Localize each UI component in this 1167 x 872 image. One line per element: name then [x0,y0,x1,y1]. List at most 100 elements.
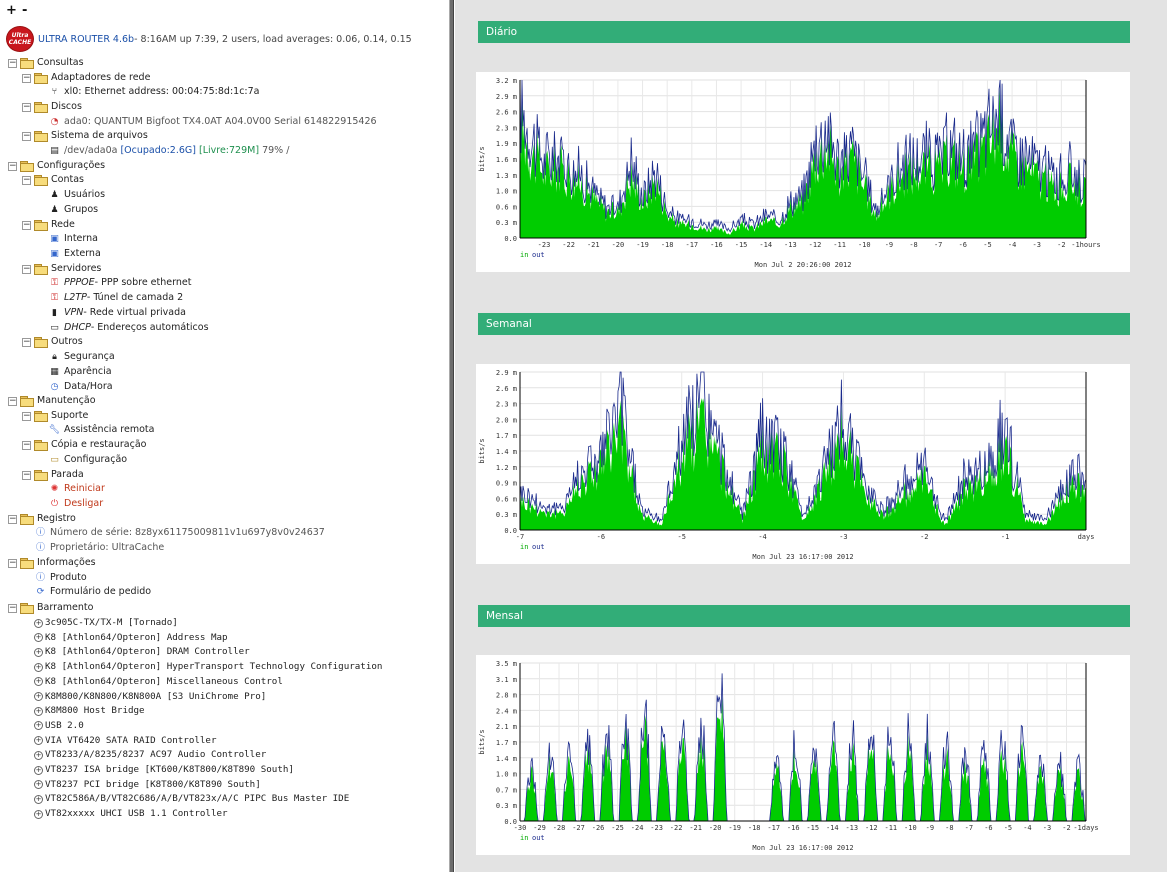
tree-leaf-configuracao[interactable]: ▭ Configuração [48,453,127,467]
bus-device-item[interactable]: + VIA VT6420 SATA RAID Controller [34,734,216,748]
x-tick-label: -20 [612,241,625,249]
tree-node-suporte[interactable]: − Suporte [22,410,89,422]
tree-leaf-pppoe[interactable]: ⚿ PPPOE - PPP sobre ethernet [48,276,191,290]
collapse-toggle[interactable]: − [22,439,31,450]
panel-splitter[interactable] [449,0,454,872]
x-tick-label: -18 [748,824,761,832]
group-icon: ♟ [50,205,59,215]
x-tick-label: -30 [514,824,527,832]
collapse-toggle[interactable]: − [22,336,31,347]
user-icon: ♟ [50,190,59,200]
tree-node-consultas[interactable]: − Consultas [8,57,84,69]
tree-leaf-dhcp[interactable]: ▭ DHCP - Endereços automáticos [48,321,208,335]
tree-leaf-filesystem[interactable]: ▤/dev/ada0a [Ocupado:2.6G] [Livre:729M] … [48,144,289,158]
bus-device-item[interactable]: + VT8233/A/8235/8237 AC97 Audio Controlle… [34,748,266,762]
collapse-toggle[interactable]: − [22,410,31,421]
collapse-toggle[interactable]: − [8,513,17,524]
bus-device-item[interactable]: + K8M800 Host Bridge [34,704,145,718]
bus-device-item[interactable]: + VT8237 PCI bridge [K8T800/K8T890 South] [34,778,261,792]
tree-node-copia[interactable]: − Cópia e restauração [22,439,147,451]
tree-leaf-produto[interactable]: ⓘ Produto [35,572,87,583]
collapse-toggle[interactable]: − [8,160,17,171]
collapse-toggle[interactable]: − [22,469,31,480]
x-tick-label: -1hours [1071,241,1101,249]
bus-device-item[interactable]: + K8 [Athlon64/Opteron] Miscellaneous Con… [34,675,283,689]
tree-leaf-seguranca[interactable]: 🔒︎ Segurança [48,350,115,364]
y-tick-label: 3.2 m [496,77,517,85]
x-tick-label: -21 [587,241,600,249]
tree-leaf-vpn[interactable]: ▮ VPN - Rede virtual privada [48,306,186,320]
bus-device-item[interactable]: + K8 [Athlon64/Opteron] Address Map [34,631,228,645]
y-tick-label: 1.3 m [496,172,517,180]
expand-all-button[interactable]: + [6,3,17,18]
collapse-toggle[interactable]: − [8,602,17,613]
tree-leaf-l2tp[interactable]: ⚿ L2TP - Túnel de camada 2 [48,291,183,305]
y-tick-label: 0.9 m [496,480,517,488]
bus-device-item[interactable]: + K8 [Athlon64/Opteron] HyperTransport Te… [34,660,382,674]
device-icon: + [34,662,43,672]
x-tick-label: -3 [1043,824,1051,832]
collapse-toggle[interactable]: − [8,395,17,406]
bus-device-item[interactable]: + VT82xxxxx UHCI USB 1.1 Controller [34,807,228,821]
tree-leaf-datahora[interactable]: ◷ Data/Hora [48,380,113,394]
bus-device-item[interactable]: + VT8237 ISA bridge [KT600/K8T800/K8T890 … [34,763,294,777]
x-tick-label: -21 [689,824,702,832]
bus-device-label: VT8237 PCI bridge [K8T800/K8T890 South] [45,778,261,790]
tree-leaf-formulario[interactable]: ⟳ Formulário de pedido [34,585,151,599]
collapse-toggle[interactable]: − [22,219,31,230]
traffic-chart-monthly: 0.0 0.3 m 0.7 m 1.0 m 1.4 m 1.7 m 2.1 m 2.4 m 2.… [478,660,1099,852]
tree-node-registro[interactable]: − Registro [8,513,76,525]
x-tick-label: -8 [909,241,917,249]
tree-node-adaptadores[interactable]: − Adaptadores de rede [22,72,151,84]
device-icon: + [34,794,43,804]
tree-node-discos[interactable]: − Discos [22,101,82,113]
y-tick-label: 2.1 m [496,723,517,731]
bus-device-label: K8M800/K8N800/K8N800A [S3 UniChrome Pro] [45,690,267,702]
tree-node-informacoes[interactable]: − Informações [8,557,96,569]
tree-leaf-ada0[interactable]: ◔ ada0: QUANTUM Bigfoot TX4.0AT A04.0V00 … [48,115,377,129]
folder-icon [34,73,48,84]
tree-node-contas[interactable]: − Contas [22,174,84,186]
collapse-toggle[interactable]: − [22,174,31,185]
tree-leaf-grupos[interactable]: ♟ Grupos [48,203,98,217]
tree-node-sistema-arquivos[interactable]: − Sistema de arquivos [22,130,148,142]
tree-leaf-xl0[interactable]: ⑂ xl0: Ethernet address: 00:04:75:8d:1c:7… [48,85,260,99]
collapse-all-button[interactable]: - [22,3,28,18]
tree-leaf-assistencia[interactable]: 🔧︎ Assistência remota [48,424,155,435]
tree-leaf-interna[interactable]: ▣ Interna [48,232,98,246]
bus-device-item[interactable]: + K8M800/K8N800/K8N800A [S3 UniChrome Pro… [34,690,266,704]
collapse-toggle[interactable]: − [22,130,31,141]
tree-leaf-usuarios[interactable]: ♟ Usuários [48,188,105,202]
tree-node-rede[interactable]: − Rede [22,219,75,231]
tree-leaf-aparencia[interactable]: ▦ Aparência [48,365,111,379]
tree-leaf-externa[interactable]: ▣ Externa [48,247,101,261]
bus-device-item[interactable]: +3c905C-TX/TX-M [Tornado] [34,616,178,630]
tree-leaf-desligar[interactable]: ⏻ Desligar [48,497,103,511]
x-tick-label: -17 [685,241,698,249]
device-icon: + [34,692,43,701]
tree-node-manutencao[interactable]: − Manutenção [8,395,96,407]
traffic-chart-daily: 0.0 0.3 m 0.6 m 1.0 m 1.3 m 1.6 m 1.9 m 2.3 m 2.… [478,77,1101,269]
collapse-toggle[interactable]: − [22,263,31,274]
collapse-toggle[interactable]: − [8,57,17,68]
device-icon: + [34,736,43,746]
tree-leaf-serie[interactable]: ⓘ Número de série: 8z8yx61175009811v1u697… [35,527,325,538]
collapse-toggle[interactable]: − [8,557,17,568]
collapse-toggle[interactable]: − [22,101,31,112]
bus-device-item[interactable]: + K8 [Athlon64/Opteron] DRAM Controller [34,645,250,659]
tree-node-parada[interactable]: − Parada [22,469,84,481]
collapse-toggle[interactable]: − [22,72,31,83]
tree-node-configuracoes[interactable]: − Configurações [8,160,106,172]
tree-leaf-reiniciar[interactable]: ✺ Reiniciar [48,482,105,496]
folder-icon [34,102,48,113]
tree-node-barramento[interactable]: − Barramento [8,602,94,614]
bus-device-item[interactable]: + VT82C586A/B/VT82C686/A/B/VT823x/A/C PIP… [34,792,349,806]
tree-node-servidores[interactable]: − Servidores [22,263,102,275]
x-tick-label: -3 [839,533,847,541]
graph-mensal: 0.0 0.3 m 0.7 m 1.0 m 1.4 m 1.7 m 2.1 m 2.4 m 2.… [476,655,1130,855]
tree-leaf-proprietario[interactable]: ⓘ Proprietário: UltraCache [35,542,165,553]
y-tick-label: 1.0 m [496,188,517,196]
fs-used: [Ocupado:2.6G] [120,145,196,156]
bus-device-item[interactable]: + USB 2.0 [34,719,84,733]
tree-node-outros[interactable]: − Outros [22,336,83,348]
